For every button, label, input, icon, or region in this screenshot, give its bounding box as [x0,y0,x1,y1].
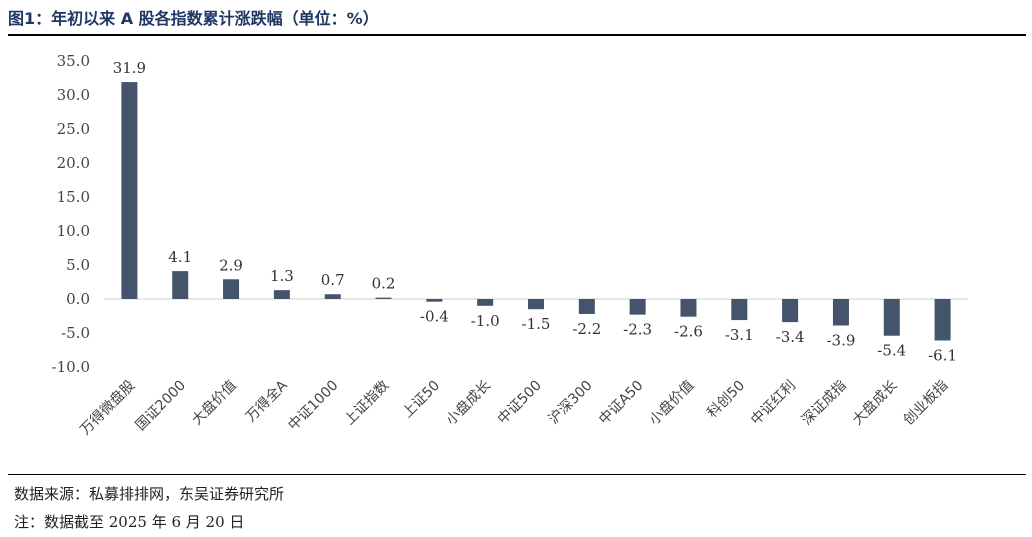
data-label: -0.4 [420,308,449,326]
data-label: -1.5 [522,315,551,333]
category-label: 中证红利 [748,378,799,429]
data-label: 0.7 [321,271,345,289]
data-label: 0.2 [372,275,396,293]
bar [223,279,240,299]
y-axis-ticks: 35.0 30.0 25.0 20.0 15.0 10.0 5.0 0.0 -5.0 -10.0 [52,52,90,376]
data-label: -5.4 [877,342,906,360]
category-label: 中证A50 [596,378,646,428]
data-label: -2.6 [674,323,703,341]
y-tick-label: 5.0 [66,256,90,274]
category-label: 万得全A [242,377,291,426]
data-label: -3.4 [776,328,805,346]
y-tick-label: 10.0 [57,222,90,240]
bar [273,290,290,299]
bar [172,271,189,299]
bar [375,297,392,299]
y-tick-label: -10.0 [52,358,90,376]
y-tick-label: 30.0 [57,86,90,104]
bar [782,299,799,323]
category-label: 深证成指 [799,378,850,429]
bar [528,299,544,310]
bar [426,299,443,302]
category-label: 小盘价值 [646,377,698,429]
chart-title: 图1：年初以来 A 股各指数累计涨跌幅（单位：%） [8,9,379,28]
y-tick-label: 35.0 [57,52,90,70]
category-label: 大盘价值 [188,377,240,429]
bar [324,294,341,299]
category-label: 万得微盘股 [77,377,139,439]
category-label: 沪深300 [546,378,596,428]
bar [477,299,494,306]
data-label: -2.2 [572,320,601,338]
data-label: 31.9 [113,59,146,77]
data-label: -1.0 [471,312,500,330]
data-label: 1.3 [270,267,294,285]
data-label: 4.1 [168,248,192,266]
bar [832,299,849,326]
bar [934,299,951,341]
y-tick-label: 0.0 [66,290,90,308]
y-tick-label: 25.0 [57,120,90,138]
data-label: -3.9 [826,332,855,350]
bar [883,299,900,336]
title-divider [8,34,1026,36]
bar-chart: 35.030.025.020.015.010.05.00.0-5.0-10.0 … [52,52,968,439]
category-label: 小盘成长 [442,377,494,429]
data-label: -3.1 [725,326,754,344]
bar [121,82,138,299]
category-label: 上证50 [399,378,443,422]
category-label: 中证1000 [285,378,341,434]
bars [121,82,951,341]
bar [680,299,697,317]
date-note: 注：数据截至 2025 年 6 月 20 日 [14,513,245,531]
bar [731,299,748,321]
y-tick-label: 20.0 [57,154,90,172]
category-label: 中证500 [495,378,545,428]
data-label: -6.1 [928,346,957,364]
category-label: 科创50 [704,378,748,422]
bar [629,299,646,315]
source-note: 数据来源：私募排排网，东吴证券研究所 [14,485,285,503]
category-label: 创业板指 [901,378,952,429]
data-label: 2.9 [219,256,243,274]
footer-divider [8,474,1026,475]
data-label: -2.3 [623,321,652,339]
bar [578,299,595,314]
category-label: 国证2000 [133,378,189,434]
category-label: 大盘成长 [849,377,901,429]
y-tick-label: -5.0 [61,324,90,342]
data-labels: 31.9 4.1 2.9 1.3 0.7 0.2 -0.4 -1.0 -1.5 -2.2 -2.3 -… [113,59,957,364]
y-tick-label: 15.0 [57,188,90,206]
category-label: 上证指数 [341,378,392,429]
